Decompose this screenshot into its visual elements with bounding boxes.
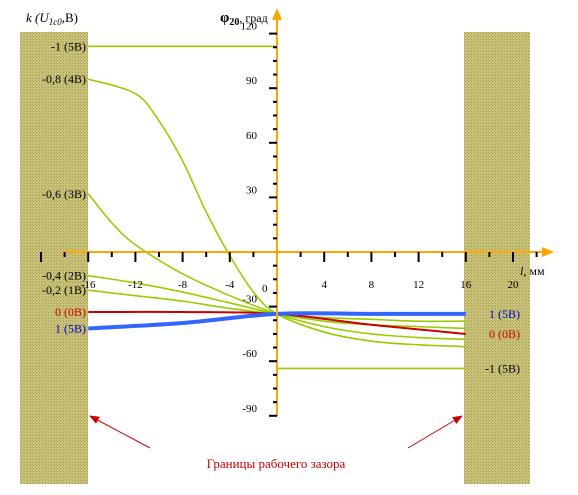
gap-annotation: Границы рабочего зазора xyxy=(207,456,346,471)
right-curve-label: 0 (0В) xyxy=(489,327,520,341)
y-tick-label: -90 xyxy=(242,403,257,415)
labels-layer: -1 (5В) -0,8 (4В) -0,6 (3В) -0,4 (2В)-0,2 (… xyxy=(42,39,520,375)
x-axis-label: l, мм xyxy=(520,264,545,278)
y-tick-label: 120 xyxy=(241,21,258,33)
x-tick-label: -16 xyxy=(81,279,96,291)
x-tick-label: 16 xyxy=(460,279,472,291)
x-tick-label: 20 xyxy=(508,279,520,291)
y-tick-label: 30 xyxy=(246,184,258,196)
left-curve-label: 0 (0В) xyxy=(55,305,86,319)
right-curve-label: -1 (5В) xyxy=(485,361,520,375)
left-curve-label: -0,8 (4В) xyxy=(42,72,86,86)
series-line-2 xyxy=(87,193,466,341)
right-curve-label: 1 (5В) xyxy=(489,307,520,321)
x-tick-label: -12 xyxy=(128,279,143,291)
left-curve-label: -0,6 (3В) xyxy=(42,187,86,201)
y-tick-label: -60 xyxy=(242,348,257,360)
y-tick-label: 90 xyxy=(246,75,258,87)
x-tick-label: 4 xyxy=(321,279,327,291)
left-curve-label: 1 (5В) xyxy=(55,321,86,335)
x-tick-label: 12 xyxy=(413,279,424,291)
x-tick-label: -8 xyxy=(178,279,188,291)
left-axis-label: k (U1c0,B) xyxy=(26,10,78,27)
y-axis-label: φ20, град xyxy=(220,10,268,28)
left-gap-boundary xyxy=(20,32,88,484)
x-tick-label: 8 xyxy=(369,279,375,291)
origin-label: 0 xyxy=(262,283,268,295)
left-annotation-arrow xyxy=(89,415,151,449)
left-curve-label: -1 (5В) xyxy=(51,39,86,53)
series-line-1 xyxy=(87,78,466,348)
left-curve-label: -0,4 (2В) xyxy=(42,269,86,283)
y-tick-label: -30 xyxy=(242,294,257,306)
right-annotation-arrow xyxy=(407,415,463,449)
x-tick-label: -4 xyxy=(225,279,235,291)
ticks-layer: -16 -12 -8 -4 4 8 12 16 20 120 90 60 30 -30 -60 -90 xyxy=(40,21,538,417)
left-curve-label: -0,2 (1В) xyxy=(42,283,86,297)
y-tick-label: 60 xyxy=(246,130,258,142)
right-gap-boundary xyxy=(464,32,530,484)
